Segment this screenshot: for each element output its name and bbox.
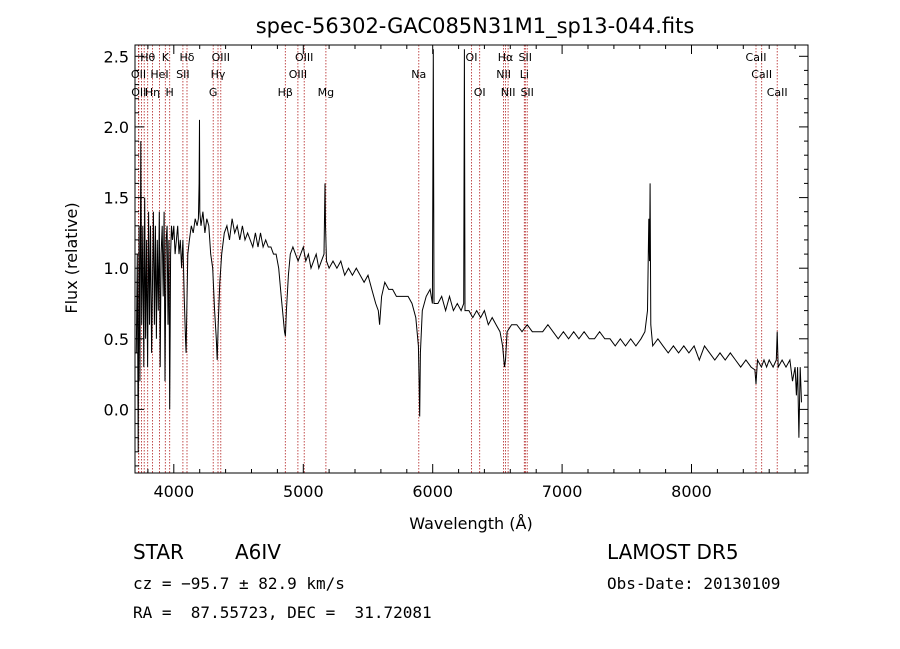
- line-marker-label: OIII: [212, 51, 230, 64]
- line-marker-label: G: [209, 86, 218, 99]
- line-marker-label: OI: [474, 86, 486, 99]
- y-tick-label: 0.0: [104, 400, 129, 419]
- spectrum-series-line: [135, 49, 802, 452]
- line-marker-label: HeI: [150, 68, 168, 81]
- line-marker-label: OI: [466, 51, 478, 64]
- survey-name: LAMOST DR5: [607, 540, 739, 564]
- line-marker-label: OIII: [295, 51, 313, 64]
- line-marker-labels: OIIOIIHθHηHeIKHSIIHδGHγOIIIHβOIIIOIIIMgN…: [131, 51, 788, 99]
- chart-title: spec-56302-GAC085N31M1_sp13-044.fits: [256, 14, 695, 39]
- line-marker-label: Na: [411, 68, 426, 81]
- line-marker-label: Hβ: [278, 86, 293, 99]
- line-marker-label: SII: [519, 51, 532, 64]
- y-tick-label: 2.5: [104, 47, 129, 66]
- line-marker-label: CaII: [767, 86, 788, 99]
- line-marker-label: Mg: [318, 86, 334, 99]
- line-marker-label: SII: [176, 68, 189, 81]
- object-class: STAR: [133, 540, 184, 564]
- x-tick-label: 7000: [542, 482, 583, 501]
- line-marker-label: Li: [520, 68, 529, 81]
- observation-date: Obs-Date: 20130109: [607, 574, 781, 593]
- line-marker-label: H: [166, 86, 174, 99]
- spectral-subclass: A6IV: [235, 540, 281, 564]
- line-marker-label: Hθ: [140, 51, 155, 64]
- x-tick-label: 8000: [671, 482, 712, 501]
- line-marker-label: K: [162, 51, 170, 64]
- line-markers: [138, 45, 778, 473]
- line-marker-label: Hη: [145, 86, 160, 99]
- y-tick-label: 1.5: [104, 189, 129, 208]
- y-axis-label: Flux (relative): [62, 202, 81, 313]
- line-marker-label: Hγ: [211, 68, 226, 81]
- y-tick-label: 2.0: [104, 118, 129, 137]
- x-axis-ticks: 4000 5000 6000 7000 8000: [147, 45, 796, 501]
- x-tick-label: 6000: [412, 482, 453, 501]
- line-marker-label: OIII: [289, 68, 307, 81]
- x-tick-label: 5000: [283, 482, 324, 501]
- plot-frame: [134, 44, 809, 474]
- x-axis-label: Wavelength (Å): [409, 514, 532, 533]
- line-marker-label: CaII: [746, 51, 767, 64]
- line-marker-label: NII: [496, 68, 511, 81]
- y-tick-label: 0.5: [104, 330, 129, 349]
- line-marker-label: CaII: [751, 68, 772, 81]
- coordinates: RA = 87.55723, DEC = 31.72081: [133, 603, 432, 622]
- y-tick-label: 1.0: [104, 259, 129, 278]
- redshift-velocity: cz = −95.7 ± 82.9 km/s: [133, 574, 345, 593]
- line-marker-label: NII: [501, 86, 516, 99]
- y-axis-ticks: 0.0 0.5 1.0 1.5 2.0 2.5: [104, 47, 808, 467]
- line-marker-label: SII: [520, 86, 533, 99]
- x-tick-label: 4000: [153, 482, 194, 501]
- line-marker-label: Hδ: [179, 51, 194, 64]
- line-marker-label: Hα: [498, 51, 514, 64]
